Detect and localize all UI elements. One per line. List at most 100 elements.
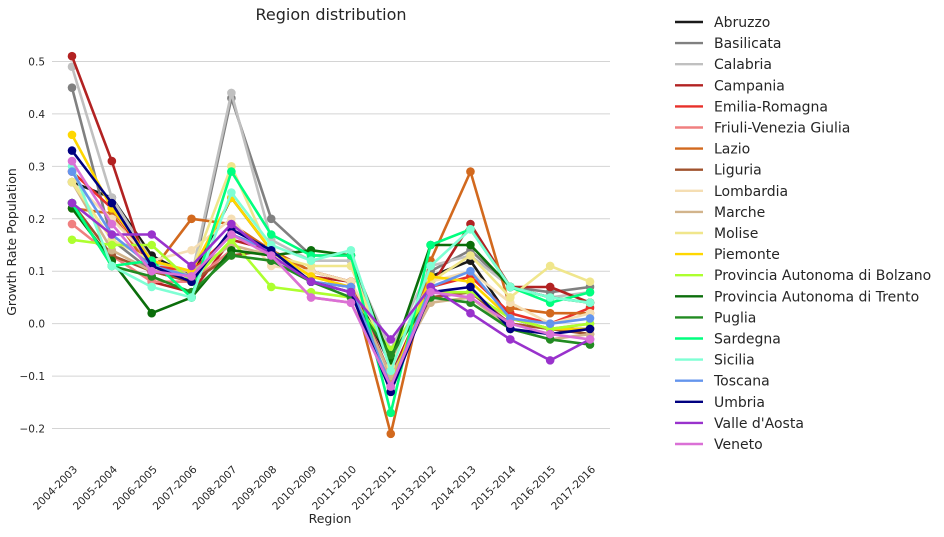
data-point <box>386 382 396 391</box>
y-tick-label: 0.3 <box>28 161 45 173</box>
legend-label: Campania <box>714 78 785 94</box>
legend-label: Piemonte <box>714 247 780 263</box>
data-point <box>426 287 435 297</box>
data-point <box>67 146 77 155</box>
y-tick-label: −0.1 <box>20 371 46 383</box>
data-point <box>466 282 475 292</box>
data-point <box>107 240 117 250</box>
data-point <box>585 324 595 334</box>
y-tick-label: 0.5 <box>28 56 45 68</box>
y-tick-label: 0.2 <box>28 214 45 226</box>
data-point <box>545 308 555 318</box>
data-point <box>346 298 356 307</box>
data-point <box>466 240 475 250</box>
data-point <box>545 293 555 302</box>
data-point <box>227 188 236 197</box>
legend-label: Lombardia <box>714 184 788 200</box>
data-point <box>67 51 77 61</box>
legend-label: Valle d'Aosta <box>714 416 804 432</box>
data-point <box>545 329 555 339</box>
data-point <box>187 261 196 271</box>
y-tick-label: 0.1 <box>28 266 45 278</box>
data-point <box>67 130 77 140</box>
series-calabria <box>67 62 595 355</box>
data-point <box>506 335 515 344</box>
data-point <box>147 230 156 239</box>
series-basilicata <box>67 83 595 370</box>
series-sicilia <box>67 162 595 376</box>
legend-label: Molise <box>714 226 758 242</box>
legend-label: Umbria <box>714 395 765 411</box>
y-tick-label: 0.0 <box>28 319 45 331</box>
legend-label: Liguria <box>714 163 762 179</box>
series-line <box>70 160 591 388</box>
data-point <box>266 214 276 224</box>
legend-label: Sicilia <box>714 353 755 369</box>
legend-label: Lazio <box>714 142 750 158</box>
series-line <box>70 170 591 415</box>
data-point <box>306 293 316 302</box>
data-point <box>466 167 475 176</box>
series-line <box>71 238 591 352</box>
data-point <box>67 156 77 166</box>
chart-title: Region distribution <box>255 5 406 24</box>
data-point <box>107 261 117 271</box>
data-point <box>306 256 316 266</box>
data-point <box>227 230 236 239</box>
data-point <box>386 350 396 360</box>
data-point <box>585 335 595 344</box>
legend-label: Provincia Autonoma di Trento <box>714 289 919 305</box>
data-point <box>466 293 475 302</box>
series-line <box>71 181 591 357</box>
legend-label: Calabria <box>714 57 772 73</box>
legend-label: Provincia Autonoma di Bolzano <box>714 268 931 284</box>
data-point <box>426 240 435 250</box>
y-tick-label: 0.4 <box>28 109 45 121</box>
data-point <box>346 287 356 297</box>
data-point <box>187 245 196 255</box>
data-point <box>386 335 396 344</box>
data-point <box>227 219 236 229</box>
series-valle-d-aosta <box>67 198 595 365</box>
data-point <box>426 261 435 271</box>
data-point <box>67 177 77 187</box>
data-point <box>227 167 236 176</box>
legend-label: Puglia <box>714 310 756 326</box>
data-point <box>466 308 475 318</box>
legend-label: Emilia-Romagna <box>714 99 828 115</box>
data-point <box>187 272 196 281</box>
data-point <box>67 83 77 92</box>
data-point <box>266 230 276 239</box>
data-point <box>67 219 77 229</box>
data-point <box>107 198 117 208</box>
data-point <box>147 240 156 250</box>
legend-label: Basilicata <box>714 36 782 52</box>
data-point <box>466 251 475 260</box>
series-lazio <box>67 167 595 439</box>
data-point <box>386 429 396 439</box>
legend-label: Veneto <box>714 437 763 453</box>
data-point <box>266 282 276 292</box>
data-point <box>545 282 555 292</box>
series-line <box>70 207 591 362</box>
data-point <box>187 293 196 302</box>
series-line <box>71 201 591 362</box>
data-point <box>386 366 396 376</box>
legend-label: Marche <box>714 205 765 221</box>
data-point <box>107 219 117 229</box>
data-point <box>227 251 236 260</box>
series-line <box>70 165 591 373</box>
series-line <box>70 202 591 357</box>
data-point <box>466 266 475 276</box>
x-axis-label: Region <box>309 511 352 526</box>
data-point <box>67 167 77 176</box>
legend-label: Sardegna <box>714 332 781 348</box>
data-point <box>545 261 555 271</box>
legend-label: Abruzzo <box>714 15 770 31</box>
data-point <box>147 308 156 318</box>
data-point <box>506 282 515 292</box>
legend: Abruzzo Basilicata Calabria Campania Emilia-… <box>675 15 931 453</box>
legend-label: Friuli-Venezia Giulia <box>714 121 850 137</box>
